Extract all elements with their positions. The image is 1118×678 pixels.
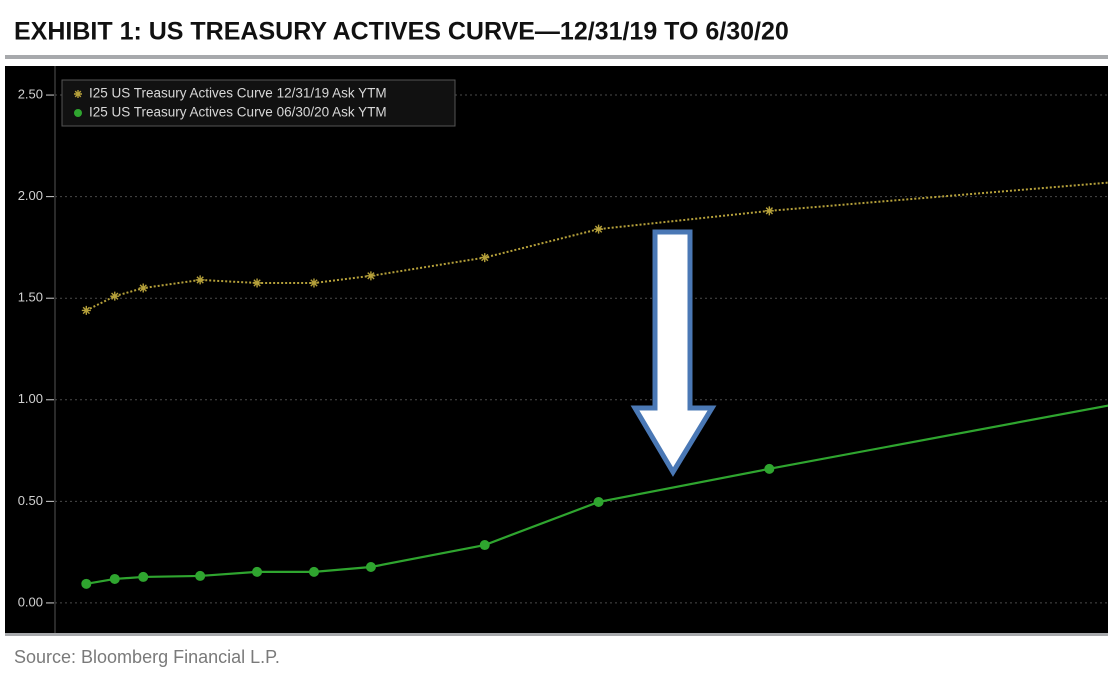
point [365,561,376,572]
point [81,578,92,589]
point [252,566,263,577]
series-layer [81,181,1108,589]
point [308,566,319,577]
point [252,278,262,288]
point [81,305,91,315]
point [479,540,490,551]
y-tick-label: 0.50 [18,493,43,508]
y-tick-label: 1.50 [18,290,43,305]
point [309,278,319,288]
point [366,271,376,281]
point [593,496,604,507]
legend-label: I25 US Treasury Actives Curve 12/31/19 A… [89,86,387,101]
point [764,206,774,216]
y-tick-label: 1.00 [18,391,43,406]
point [138,571,149,582]
title-rule [5,55,1108,59]
point [110,291,120,301]
y-tick-label: 2.00 [18,188,43,203]
y-tick-label: 0.00 [18,594,43,609]
bottom-rule [5,633,1108,636]
point [594,224,604,234]
legend-marker [74,90,82,98]
point [109,573,120,584]
point [195,275,205,285]
y-tick-label: 2.50 [18,86,43,101]
point [138,283,148,293]
point [764,463,775,474]
chart-title: EXHIBIT 1: US TREASURY ACTIVES CURVE—12/… [14,18,789,46]
source-note: Source: Bloomberg Financial L.P. [14,647,280,667]
plot-background [5,66,1108,633]
down-arrow [630,229,717,477]
annotation-arrow [630,229,717,477]
point [195,570,206,581]
point [480,253,490,263]
legend-box [61,79,456,127]
legend-marker [74,109,82,117]
legend: I25 US Treasury Actives Curve 12/31/19 A… [61,79,456,127]
legend-label: I25 US Treasury Actives Curve 06/30/20 A… [89,105,387,120]
